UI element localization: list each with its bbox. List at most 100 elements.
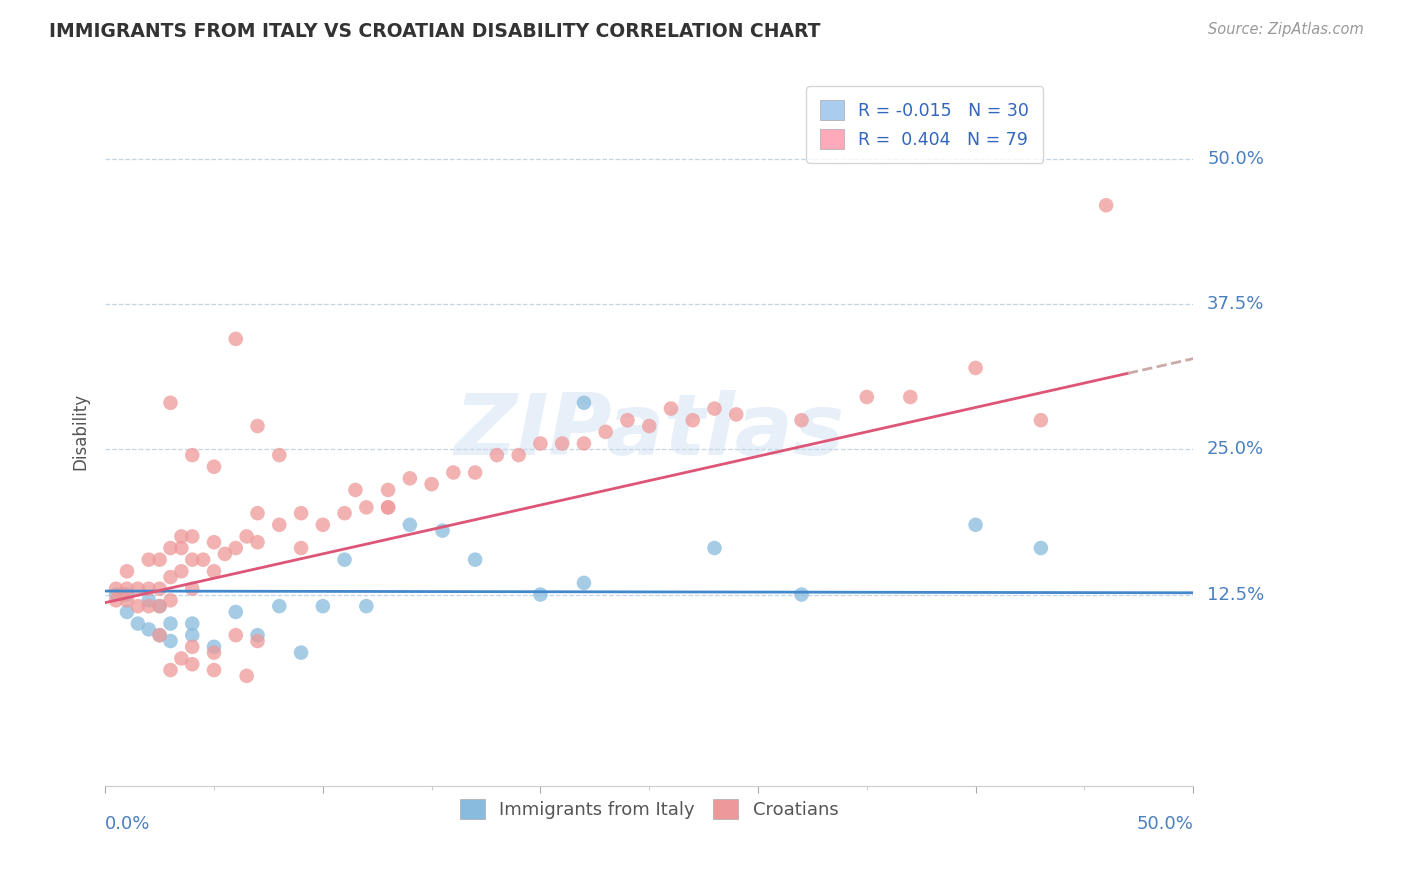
Point	[170, 541, 193, 555]
Point	[551, 436, 574, 450]
Point	[202, 459, 225, 474]
Point	[127, 582, 149, 596]
Y-axis label: Disability: Disability	[72, 393, 89, 470]
Point	[159, 396, 181, 410]
Point	[290, 541, 312, 555]
Point	[269, 448, 291, 462]
Point	[149, 628, 172, 642]
Point	[170, 564, 193, 578]
Point	[149, 552, 172, 566]
Point	[965, 360, 987, 375]
Point	[149, 599, 172, 614]
Point	[246, 506, 269, 520]
Point	[159, 663, 181, 677]
Point	[111, 588, 134, 602]
Point	[485, 448, 508, 462]
Point	[312, 599, 335, 614]
Point	[202, 640, 225, 654]
Point	[856, 390, 879, 404]
Point	[149, 628, 172, 642]
Point	[115, 588, 138, 602]
Point	[235, 529, 257, 543]
Point	[181, 552, 204, 566]
Point	[170, 529, 193, 543]
Point	[127, 616, 149, 631]
Point	[1095, 198, 1118, 212]
Point	[725, 408, 748, 422]
Point	[333, 506, 356, 520]
Point	[659, 401, 682, 416]
Point	[138, 582, 160, 596]
Point	[181, 616, 204, 631]
Point	[202, 564, 225, 578]
Point	[377, 500, 399, 515]
Point	[159, 593, 181, 607]
Point	[214, 547, 236, 561]
Point	[115, 605, 138, 619]
Point	[246, 419, 269, 434]
Point	[181, 529, 204, 543]
Point	[115, 564, 138, 578]
Point	[138, 599, 160, 614]
Point	[181, 582, 204, 596]
Point	[572, 436, 595, 450]
Point	[159, 616, 181, 631]
Point	[572, 575, 595, 590]
Point	[191, 552, 214, 566]
Point	[235, 669, 257, 683]
Text: 37.5%: 37.5%	[1208, 295, 1264, 313]
Point	[138, 593, 160, 607]
Point	[138, 623, 160, 637]
Point	[703, 401, 725, 416]
Text: Source: ZipAtlas.com: Source: ZipAtlas.com	[1208, 22, 1364, 37]
Point	[181, 628, 204, 642]
Point	[790, 588, 813, 602]
Point	[441, 466, 464, 480]
Point	[508, 448, 530, 462]
Point	[170, 651, 193, 665]
Text: 12.5%: 12.5%	[1208, 585, 1264, 604]
Point	[202, 646, 225, 660]
Point	[159, 634, 181, 648]
Point	[225, 332, 247, 346]
Point	[377, 500, 399, 515]
Text: ZIPatlas: ZIPatlas	[454, 391, 845, 474]
Point	[127, 599, 149, 614]
Point	[377, 483, 399, 497]
Point	[202, 535, 225, 549]
Point	[290, 506, 312, 520]
Point	[1029, 413, 1052, 427]
Text: 0.0%: 0.0%	[105, 815, 150, 833]
Point	[344, 483, 367, 497]
Point	[105, 582, 128, 596]
Text: 50.0%: 50.0%	[1208, 150, 1264, 168]
Point	[595, 425, 617, 439]
Point	[1029, 541, 1052, 555]
Point	[333, 552, 356, 566]
Point	[246, 535, 269, 549]
Point	[420, 477, 443, 491]
Point	[225, 628, 247, 642]
Point	[464, 466, 486, 480]
Point	[965, 517, 987, 532]
Point	[105, 588, 128, 602]
Point	[312, 517, 335, 532]
Point	[616, 413, 638, 427]
Point	[290, 646, 312, 660]
Point	[149, 599, 172, 614]
Text: 50.0%: 50.0%	[1136, 815, 1194, 833]
Point	[105, 593, 128, 607]
Point	[159, 541, 181, 555]
Point	[898, 390, 921, 404]
Point	[572, 396, 595, 410]
Point	[181, 657, 204, 672]
Point	[529, 436, 551, 450]
Point	[790, 413, 813, 427]
Point	[398, 471, 420, 485]
Point	[115, 593, 138, 607]
Point	[246, 634, 269, 648]
Point	[682, 413, 704, 427]
Point	[432, 524, 454, 538]
Point	[202, 663, 225, 677]
Point	[149, 582, 172, 596]
